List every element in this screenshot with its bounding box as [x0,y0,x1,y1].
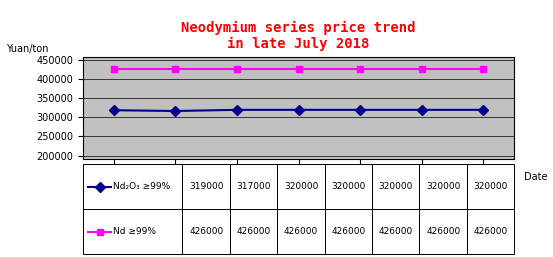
Nd2O3 ≥99% [111,109,117,112]
Text: 320000: 320000 [473,182,508,191]
Text: 426000: 426000 [237,227,271,236]
Title: Neodymium series price trend
in late July 2018: Neodymium series price trend in late Jul… [181,21,416,51]
Text: 426000: 426000 [189,227,223,236]
Nd ≥99% [357,68,363,71]
Nd2O3 ≥99% [172,109,179,113]
Nd2O3 ≥99% [295,108,302,111]
Text: Nd₂O₃ ≥99%: Nd₂O₃ ≥99% [113,182,171,191]
Text: 317000: 317000 [236,182,271,191]
X-axis label: Date: Date [524,172,547,182]
Line: Nd2O3 ≥99%: Nd2O3 ≥99% [110,106,487,114]
Nd ≥99% [172,68,179,71]
Text: 426000: 426000 [284,227,318,236]
Text: 320000: 320000 [284,182,318,191]
Nd ≥99% [480,68,487,71]
Nd ≥99% [234,68,241,71]
Text: 320000: 320000 [379,182,413,191]
Nd2O3 ≥99% [234,108,241,111]
Nd2O3 ≥99% [480,108,487,111]
Nd ≥99% [111,68,117,71]
Nd2O3 ≥99% [357,108,363,111]
Text: 426000: 426000 [473,227,508,236]
Text: 320000: 320000 [331,182,366,191]
Text: 426000: 426000 [379,227,413,236]
Y-axis label: Yuan/ton: Yuan/ton [6,44,48,54]
Nd2O3 ≥99% [419,108,425,111]
Text: 320000: 320000 [426,182,461,191]
Text: 319000: 319000 [189,182,223,191]
Text: 426000: 426000 [331,227,366,236]
Nd ≥99% [295,68,302,71]
Text: Nd ≥99%: Nd ≥99% [113,227,156,236]
Line: Nd ≥99%: Nd ≥99% [110,66,487,73]
Nd ≥99% [419,68,425,71]
Text: 426000: 426000 [426,227,460,236]
